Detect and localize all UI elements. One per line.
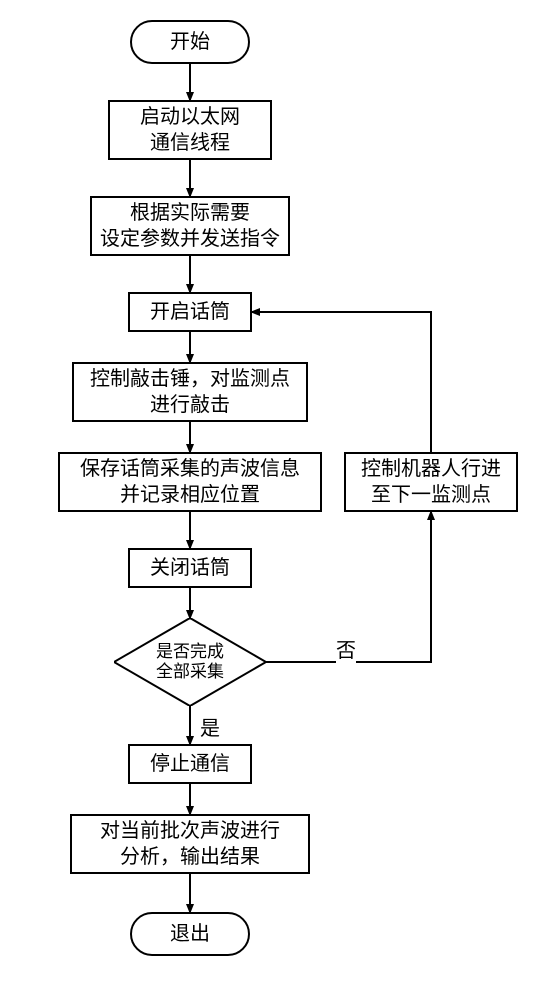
flow-node-ethernet-thread: 启动以太网通信线程 bbox=[108, 100, 272, 160]
flow-node-label: 关闭话筒 bbox=[150, 555, 230, 581]
flow-node-label: 控制机器人行进至下一监测点 bbox=[361, 456, 501, 508]
flow-node-label: 根据实际需要设定参数并发送指令 bbox=[100, 200, 280, 252]
flow-node-label: 对当前批次声波进行分析，输出结果 bbox=[100, 818, 280, 870]
flow-node-end: 退出 bbox=[130, 912, 250, 956]
flow-node-label: 控制敲击锤，对监测点进行敲击 bbox=[90, 366, 290, 418]
flow-node-hammer: 控制敲击锤，对监测点进行敲击 bbox=[72, 362, 308, 422]
flow-node-open-mic: 开启话筒 bbox=[128, 292, 252, 332]
edge-label-no: 否 bbox=[336, 634, 356, 663]
flow-node-analyze: 对当前批次声波进行分析，输出结果 bbox=[70, 814, 310, 874]
flow-node-move-robot: 控制机器人行进至下一监测点 bbox=[344, 452, 518, 512]
flow-node-label: 是否完成全部采集 bbox=[156, 642, 224, 683]
edge-label-yes: 是 bbox=[200, 712, 220, 741]
flow-node-stop-comm: 停止通信 bbox=[128, 744, 252, 784]
flow-node-set-params: 根据实际需要设定参数并发送指令 bbox=[90, 196, 290, 256]
flow-node-label: 退出 bbox=[170, 921, 210, 947]
flow-node-label: 启动以太网通信线程 bbox=[140, 104, 240, 156]
flow-node-close-mic: 关闭话筒 bbox=[128, 548, 252, 588]
flow-node-label: 保存话筒采集的声波信息并记录相应位置 bbox=[80, 456, 300, 508]
flow-node-save-wave: 保存话筒采集的声波信息并记录相应位置 bbox=[58, 452, 322, 512]
flow-decision-all-collected: 是否完成全部采集 bbox=[114, 618, 266, 706]
flow-node-label: 开始 bbox=[170, 29, 210, 55]
flow-node-label: 停止通信 bbox=[150, 751, 230, 777]
flow-node-label: 开启话筒 bbox=[150, 299, 230, 325]
flow-node-start: 开始 bbox=[130, 20, 250, 64]
